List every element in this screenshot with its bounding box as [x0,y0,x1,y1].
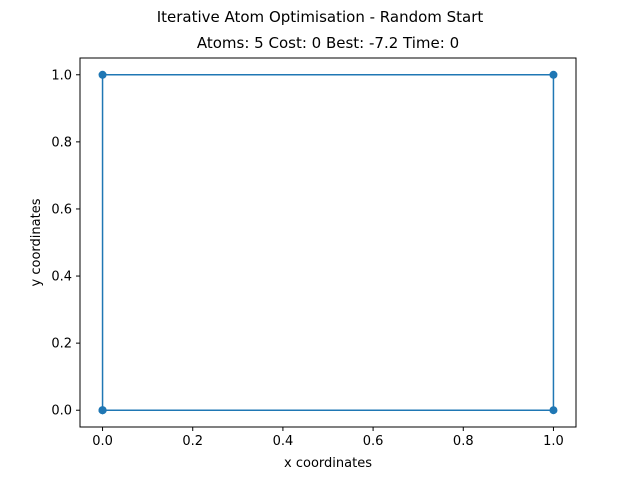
x-axis-ticks: 0.0 0.2 0.4 0.6 0.8 1.0 [92,427,564,449]
x-tick-label: 1.0 [543,434,564,449]
x-tick-label: 0.8 [453,434,474,449]
data-point [549,70,558,79]
x-axis-label: x coordinates [284,456,372,471]
y-tick-label: 0.0 [51,404,72,419]
plot-area [98,70,558,415]
data-point [549,406,558,415]
y-tick-label: 1.0 [51,68,72,83]
y-tick-label: 0.4 [51,270,72,285]
y-tick-label: 0.6 [51,202,72,217]
data-point [98,406,107,415]
x-tick-label: 0.4 [273,434,294,449]
y-axis-ticks: 0.0 0.2 0.4 0.6 0.8 1.0 [51,68,80,419]
series-line [101,74,555,411]
y-axis-label: y coordinates [29,198,44,286]
data-point [98,70,107,79]
y-tick-label: 0.8 [51,135,72,150]
axes-frame [79,57,577,428]
axes-title: Atoms: 5 Cost: 0 Best: -7.2 Time: 0 [197,34,459,52]
figure-suptitle: Iterative Atom Optimisation - Random Sta… [157,8,484,26]
y-tick-label: 0.2 [51,337,72,352]
x-tick-label: 0.0 [92,434,113,449]
x-tick-label: 0.2 [182,434,203,449]
x-tick-label: 0.6 [363,434,384,449]
